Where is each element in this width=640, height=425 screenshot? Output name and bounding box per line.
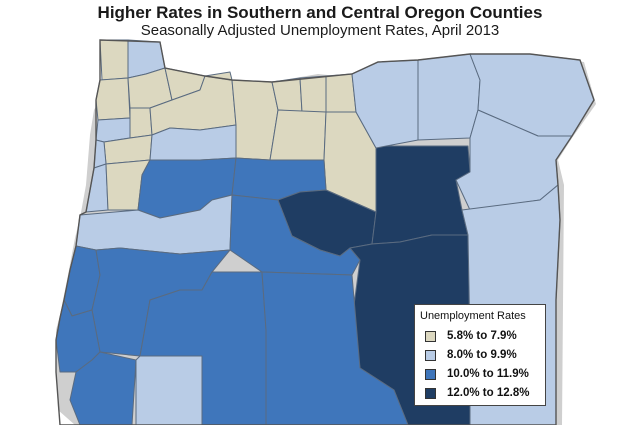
county-grant — [371, 145, 471, 245]
county-union — [417, 53, 481, 141]
map-title: Higher Rates in Southern and Central Ore… — [97, 3, 543, 22]
county-marion — [149, 124, 237, 161]
legend: Unemployment Rates 5.8% to 7.9% 8.0% to … — [414, 304, 546, 406]
legend-label: 8.0% to 9.9% — [447, 349, 517, 361]
county-wasco — [231, 79, 279, 161]
legend-swatch — [425, 388, 436, 399]
legend-title: Unemployment Rates — [420, 310, 526, 322]
county-yamhill — [129, 107, 153, 139]
county-deschutes — [229, 194, 361, 276]
county-wheeler — [269, 109, 327, 161]
legend-swatch — [425, 350, 436, 361]
state-outline — [55, 39, 595, 425]
legend-swatch — [425, 369, 436, 380]
county-gilliam — [299, 75, 327, 113]
county-jackson — [135, 355, 203, 425]
legend-label: 12.0% to 12.8% — [447, 387, 530, 399]
legend-label: 5.8% to 7.9% — [447, 330, 517, 342]
county-clatsop — [99, 39, 129, 81]
legend-label: 10.0% to 11.9% — [447, 368, 529, 380]
county-morrow — [325, 73, 357, 113]
county-tillamook — [95, 77, 131, 121]
map-subtitle: Seasonally Adjusted Unemployment Rates, … — [140, 22, 500, 39]
legend-swatch — [425, 331, 436, 342]
county-lake — [261, 271, 409, 425]
